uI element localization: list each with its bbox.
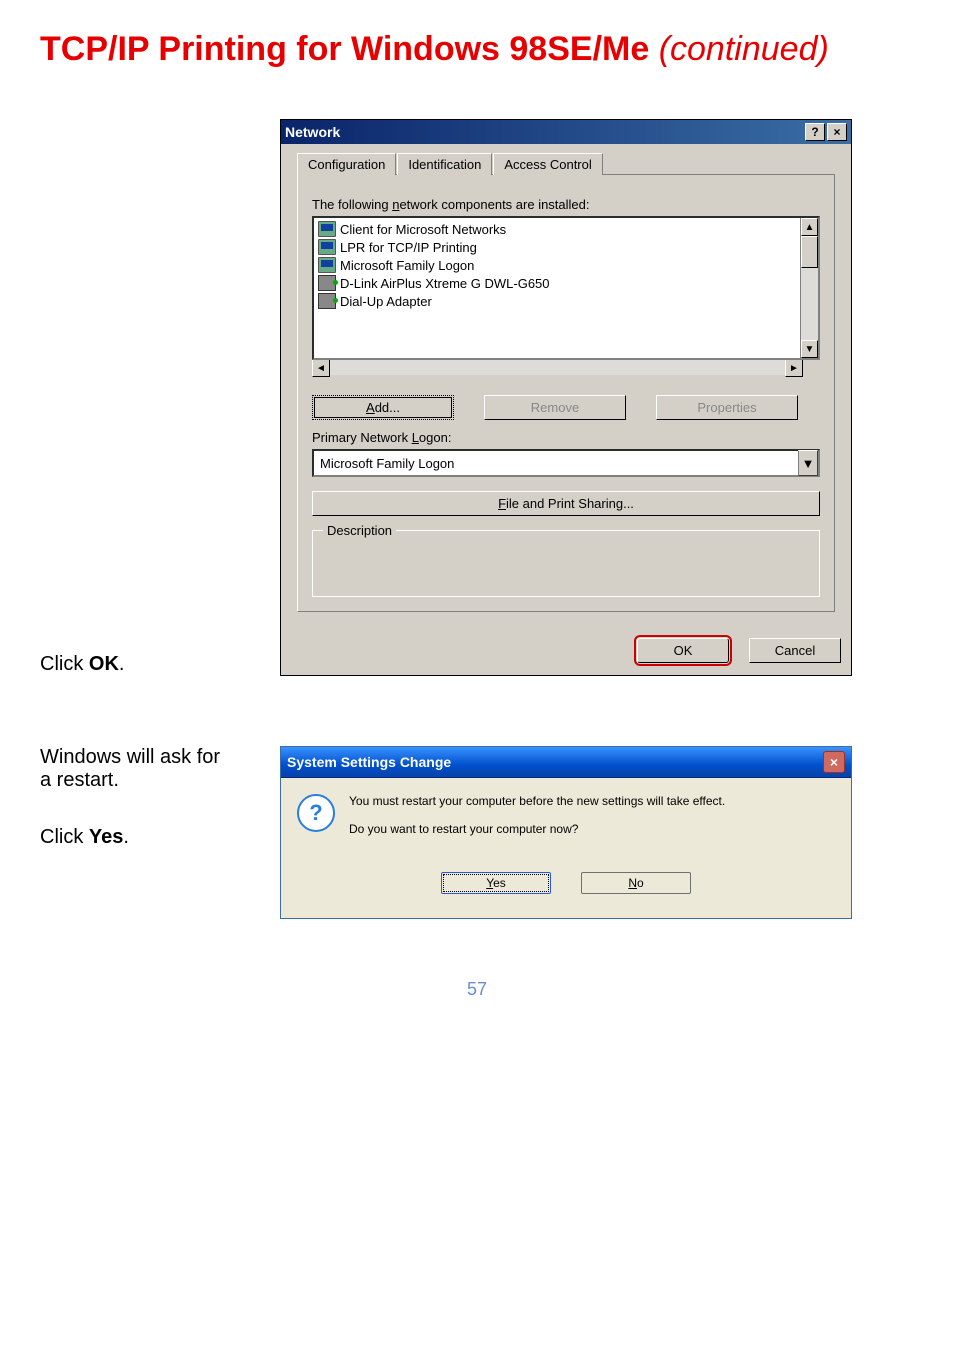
list-item: Dial-Up Adapter (318, 292, 796, 310)
properties-button: Properties (656, 395, 798, 420)
scroll-thumb[interactable] (801, 236, 818, 268)
page-number: 57 (40, 979, 914, 1000)
close-icon[interactable]: × (827, 123, 847, 141)
list-item: D-Link AirPlus Xtreme G DWL-G650 (318, 274, 796, 292)
ok-button[interactable]: OK (637, 638, 729, 663)
scroll-right-icon[interactable]: ► (785, 359, 803, 377)
logon-label: Primary Network Logon: (312, 430, 820, 445)
network-title: Network (285, 124, 340, 140)
question-icon: ? (297, 794, 335, 832)
monitor-icon (318, 221, 336, 237)
vscrollbar[interactable]: ▲ ▼ (800, 218, 818, 358)
restart-dialog: System Settings Change × ? You must rest… (280, 746, 852, 919)
list-item: LPR for TCP/IP Printing (318, 238, 796, 256)
logon-value: Microsoft Family Logon (314, 456, 798, 471)
components-listbox[interactable]: Client for Microsoft Networks LPR for TC… (312, 216, 820, 360)
network-titlebar: Network ? × (281, 120, 851, 144)
tab-access-control[interactable]: Access Control (493, 153, 602, 175)
list-item: Client for Microsoft Networks (318, 220, 796, 238)
scroll-down-icon[interactable]: ▼ (801, 340, 818, 358)
description-label: Description (323, 523, 396, 538)
tab-configuration[interactable]: Configuration (297, 153, 396, 175)
adapter-icon (318, 293, 336, 309)
cancel-button[interactable]: Cancel (749, 638, 841, 663)
add-button[interactable]: Add... (312, 395, 454, 420)
instruction-click-yes: Click Yes. (40, 826, 280, 849)
monitor-icon (318, 239, 336, 255)
monitor-icon (318, 257, 336, 273)
restart-titlebar: System Settings Change × (281, 747, 851, 778)
remove-button: Remove (484, 395, 626, 420)
file-print-sharing-button[interactable]: File and Print Sharing... (312, 491, 820, 516)
instruction-restart: Windows will ask for a restart. (40, 746, 280, 792)
restart-message: You must restart your computer before th… (349, 792, 725, 838)
chevron-down-icon[interactable]: ▼ (798, 450, 818, 476)
components-label: The following network components are ins… (312, 197, 820, 212)
adapter-icon (318, 275, 336, 291)
no-button[interactable]: No (581, 872, 691, 894)
help-icon[interactable]: ? (805, 123, 825, 141)
scroll-up-icon[interactable]: ▲ (801, 218, 818, 236)
page-title: TCP/IP Printing for Windows 98SE/Me (con… (40, 30, 914, 69)
tab-identification[interactable]: Identification (397, 153, 492, 175)
close-icon[interactable]: × (823, 751, 845, 773)
logon-combo[interactable]: Microsoft Family Logon ▼ (312, 449, 820, 477)
title-main: TCP/IP Printing for Windows 98SE/Me (40, 30, 649, 68)
yes-button[interactable]: Yes (441, 872, 551, 894)
scroll-left-icon[interactable]: ◄ (312, 359, 330, 377)
title-suffix: (continued) (659, 30, 829, 68)
network-dialog: Network ? × Configuration Identification… (280, 119, 852, 676)
instruction-click-ok: Click OK. (40, 653, 280, 676)
description-group: Description (312, 530, 820, 597)
tabs: Configuration Identification Access Cont… (297, 152, 835, 175)
restart-title: System Settings Change (287, 754, 451, 770)
list-item: Microsoft Family Logon (318, 256, 796, 274)
